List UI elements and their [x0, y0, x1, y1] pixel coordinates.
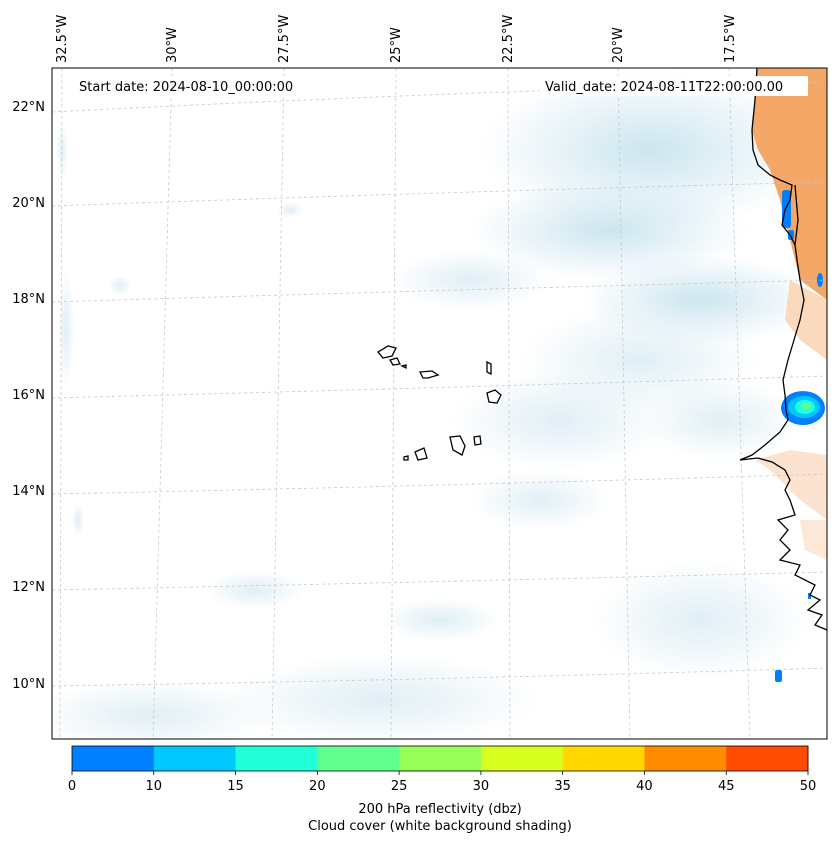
- colorbar-segment: [399, 746, 482, 771]
- lon-label-17-5: 17.5°W: [723, 15, 738, 63]
- start-date-label: Start date: 2024-08-10_00:00:00: [79, 80, 293, 95]
- lon-label-25: 25°W: [389, 27, 404, 63]
- colorbar-segment: [235, 746, 318, 771]
- lat-label-14: 14°N: [12, 484, 45, 499]
- colorbar: 0 10 15 20 25 30 35 40 45 50: [68, 745, 817, 794]
- colorbar-segment: [317, 746, 400, 771]
- colorbar-tick-label: 45: [718, 779, 735, 794]
- colorbar-segment: [480, 746, 564, 771]
- valid-date-box: [540, 76, 808, 96]
- colorbar-tick-label: 30: [473, 779, 490, 794]
- lat-label-16: 16°N: [12, 388, 45, 403]
- lat-label-12: 12°N: [12, 580, 45, 595]
- colorbar-segment: [562, 746, 645, 771]
- colorbar-title-line2: Cloud cover (white background shading): [308, 819, 572, 834]
- lon-label-27-5: 27.5°W: [277, 15, 292, 63]
- lat-label-10: 10°N: [12, 677, 45, 692]
- colorbar-tick-label: 0: [68, 779, 76, 794]
- colorbar-tick-label: 25: [391, 779, 408, 794]
- colorbar-segment: [644, 746, 727, 771]
- cloud-cover-shading: [52, 70, 820, 739]
- lat-label-22: 22°N: [12, 100, 45, 115]
- colorbar-tick-label: 40: [636, 779, 653, 794]
- coastline: [739, 68, 827, 631]
- cape-verde-islands: [377, 345, 502, 461]
- lon-label-32-5: 32.5°W: [55, 15, 70, 63]
- lon-label-20: 20°W: [611, 27, 626, 63]
- map-frame: [51, 67, 828, 740]
- colorbar-segment: [153, 746, 237, 771]
- colorbar-title-line1: 200 hPa reflectivity (dbz): [358, 802, 521, 817]
- colorbar-tick-label: 20: [309, 779, 326, 794]
- lon-label-30: 30°W: [165, 27, 180, 63]
- colorbar-tick-label: 35: [554, 779, 571, 794]
- lat-label-20: 20°N: [12, 196, 45, 211]
- reflectivity-blobs: [775, 190, 825, 682]
- colorbar-segment: [72, 746, 155, 771]
- colorbar-frame: [71, 745, 809, 772]
- start-date-box: [74, 76, 314, 96]
- graticule: [52, 68, 827, 739]
- latitude-labels: 22°N 20°N 18°N 16°N 14°N 12°N 10°N: [12, 100, 45, 692]
- lat-label-18: 18°N: [12, 292, 45, 307]
- map-layers: [52, 68, 827, 739]
- valid-date-label: Valid_date: 2024-08-11T22:00:00.00: [545, 80, 783, 95]
- colorbar-segment: [726, 746, 809, 771]
- lon-label-22-5: 22.5°W: [501, 15, 516, 63]
- longitude-labels: 32.5°W 30°W 27.5°W 25°W 22.5°W 20°W 17.5…: [55, 15, 738, 63]
- colorbar-tick-label: 50: [800, 779, 817, 794]
- colorbar-tick-label: 15: [227, 779, 244, 794]
- colorbar-tick-label: 10: [146, 779, 163, 794]
